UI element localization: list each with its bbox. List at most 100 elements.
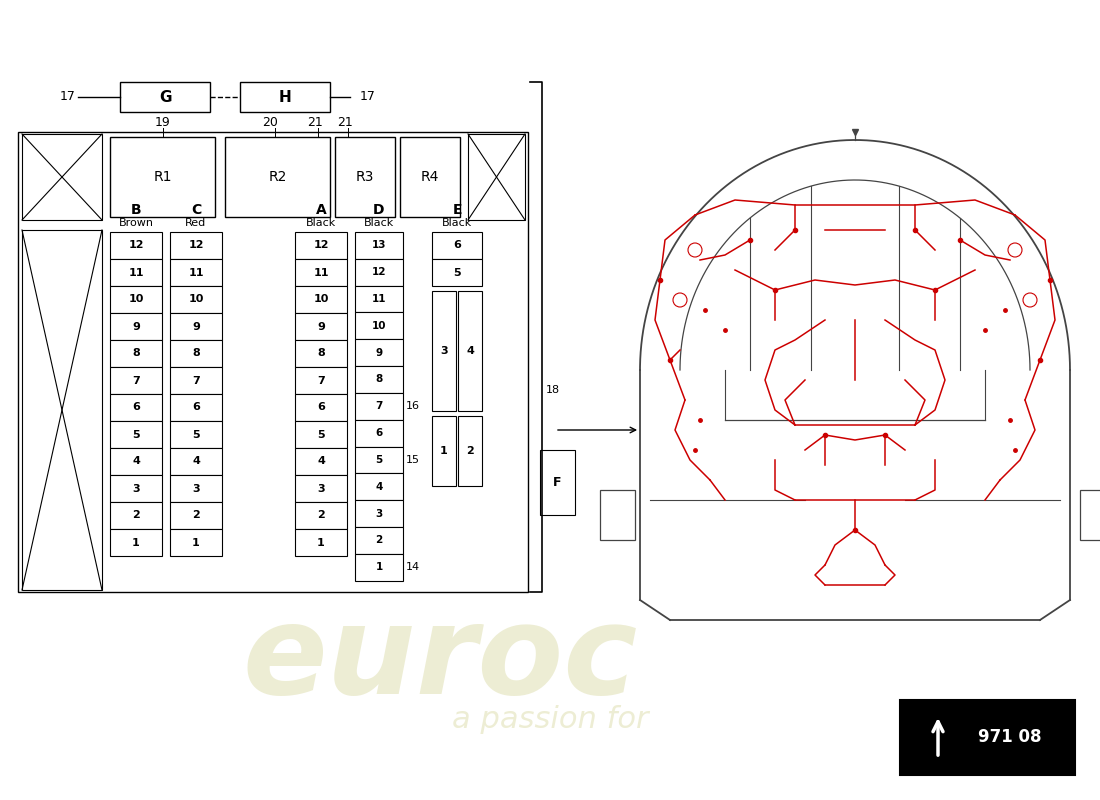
Text: 6: 6 <box>317 402 324 413</box>
Bar <box>110 529 162 556</box>
Bar <box>170 475 222 502</box>
Text: 11: 11 <box>314 267 329 278</box>
Bar <box>432 291 456 411</box>
Bar <box>355 259 403 286</box>
Text: 3: 3 <box>440 346 448 356</box>
Bar <box>355 474 403 500</box>
Bar <box>170 232 222 259</box>
Text: 6: 6 <box>132 402 140 413</box>
Bar <box>295 340 346 367</box>
Bar <box>295 502 346 529</box>
Text: Black: Black <box>442 218 472 228</box>
Bar <box>110 259 162 286</box>
Bar <box>110 502 162 529</box>
Text: 4: 4 <box>466 346 474 356</box>
Bar <box>432 259 482 286</box>
Bar <box>900 700 1075 775</box>
Bar <box>110 448 162 475</box>
Text: G: G <box>158 90 172 105</box>
Bar <box>400 137 460 217</box>
Bar <box>170 448 222 475</box>
Text: 7: 7 <box>132 375 140 386</box>
Bar <box>355 313 403 339</box>
Text: R2: R2 <box>268 170 287 184</box>
Text: 7: 7 <box>317 375 324 386</box>
Text: 6: 6 <box>453 241 461 250</box>
Text: R1: R1 <box>153 170 172 184</box>
Text: 2: 2 <box>466 446 474 456</box>
Text: 10: 10 <box>129 294 144 305</box>
Bar <box>295 448 346 475</box>
Bar <box>295 313 346 340</box>
Text: 9: 9 <box>375 348 383 358</box>
Bar <box>120 82 210 112</box>
Text: 11: 11 <box>188 267 204 278</box>
Text: 20: 20 <box>262 115 278 129</box>
Text: 16: 16 <box>406 402 420 411</box>
Text: 3: 3 <box>375 509 383 518</box>
Text: 17: 17 <box>60 90 76 103</box>
Text: 13: 13 <box>372 241 386 250</box>
Text: 12: 12 <box>129 241 144 250</box>
Bar <box>170 529 222 556</box>
Text: 7: 7 <box>375 402 383 411</box>
Text: 14: 14 <box>406 562 420 572</box>
Bar <box>355 554 403 581</box>
Bar <box>110 475 162 502</box>
Text: 2: 2 <box>192 510 200 521</box>
Text: 10: 10 <box>188 294 204 305</box>
Text: 8: 8 <box>375 374 383 385</box>
Bar <box>295 259 346 286</box>
Bar <box>170 502 222 529</box>
Bar <box>295 286 346 313</box>
Bar <box>355 500 403 527</box>
Text: 3: 3 <box>192 483 200 494</box>
Bar <box>1080 490 1100 540</box>
Text: C: C <box>191 203 201 217</box>
Text: D: D <box>373 203 385 217</box>
Bar <box>170 313 222 340</box>
Text: 21: 21 <box>337 115 353 129</box>
Bar <box>110 313 162 340</box>
Text: 6: 6 <box>192 402 200 413</box>
Bar <box>295 421 346 448</box>
Bar <box>110 137 214 217</box>
Text: Black: Black <box>364 218 394 228</box>
Text: 19: 19 <box>155 115 170 129</box>
Text: 9: 9 <box>317 322 324 331</box>
Text: 971 08: 971 08 <box>978 729 1042 746</box>
Text: F: F <box>552 477 561 490</box>
Text: 5: 5 <box>317 430 324 439</box>
Text: 5: 5 <box>132 430 140 439</box>
Text: 9: 9 <box>132 322 140 331</box>
Text: 4: 4 <box>132 457 140 466</box>
Bar <box>355 286 403 313</box>
Text: 8: 8 <box>132 349 140 358</box>
Text: H: H <box>278 90 292 105</box>
Text: A: A <box>316 203 327 217</box>
Text: 1: 1 <box>440 446 448 456</box>
Bar <box>355 420 403 446</box>
Text: 2: 2 <box>317 510 324 521</box>
Text: 10: 10 <box>372 321 386 331</box>
Text: E: E <box>452 203 462 217</box>
Bar <box>295 529 346 556</box>
Bar <box>468 134 525 220</box>
Text: a passion for: a passion for <box>452 706 648 734</box>
Bar <box>110 340 162 367</box>
Bar <box>432 232 482 259</box>
Text: 17: 17 <box>360 90 376 103</box>
Bar <box>170 286 222 313</box>
Bar <box>432 416 456 486</box>
Bar <box>295 232 346 259</box>
Text: 4: 4 <box>317 457 324 466</box>
Text: 7: 7 <box>192 375 200 386</box>
Bar <box>355 232 403 259</box>
Bar <box>458 291 482 411</box>
Bar <box>110 367 162 394</box>
Bar <box>110 232 162 259</box>
Bar <box>458 416 482 486</box>
Bar <box>336 137 395 217</box>
Text: 4: 4 <box>192 457 200 466</box>
Text: 1: 1 <box>192 538 200 547</box>
